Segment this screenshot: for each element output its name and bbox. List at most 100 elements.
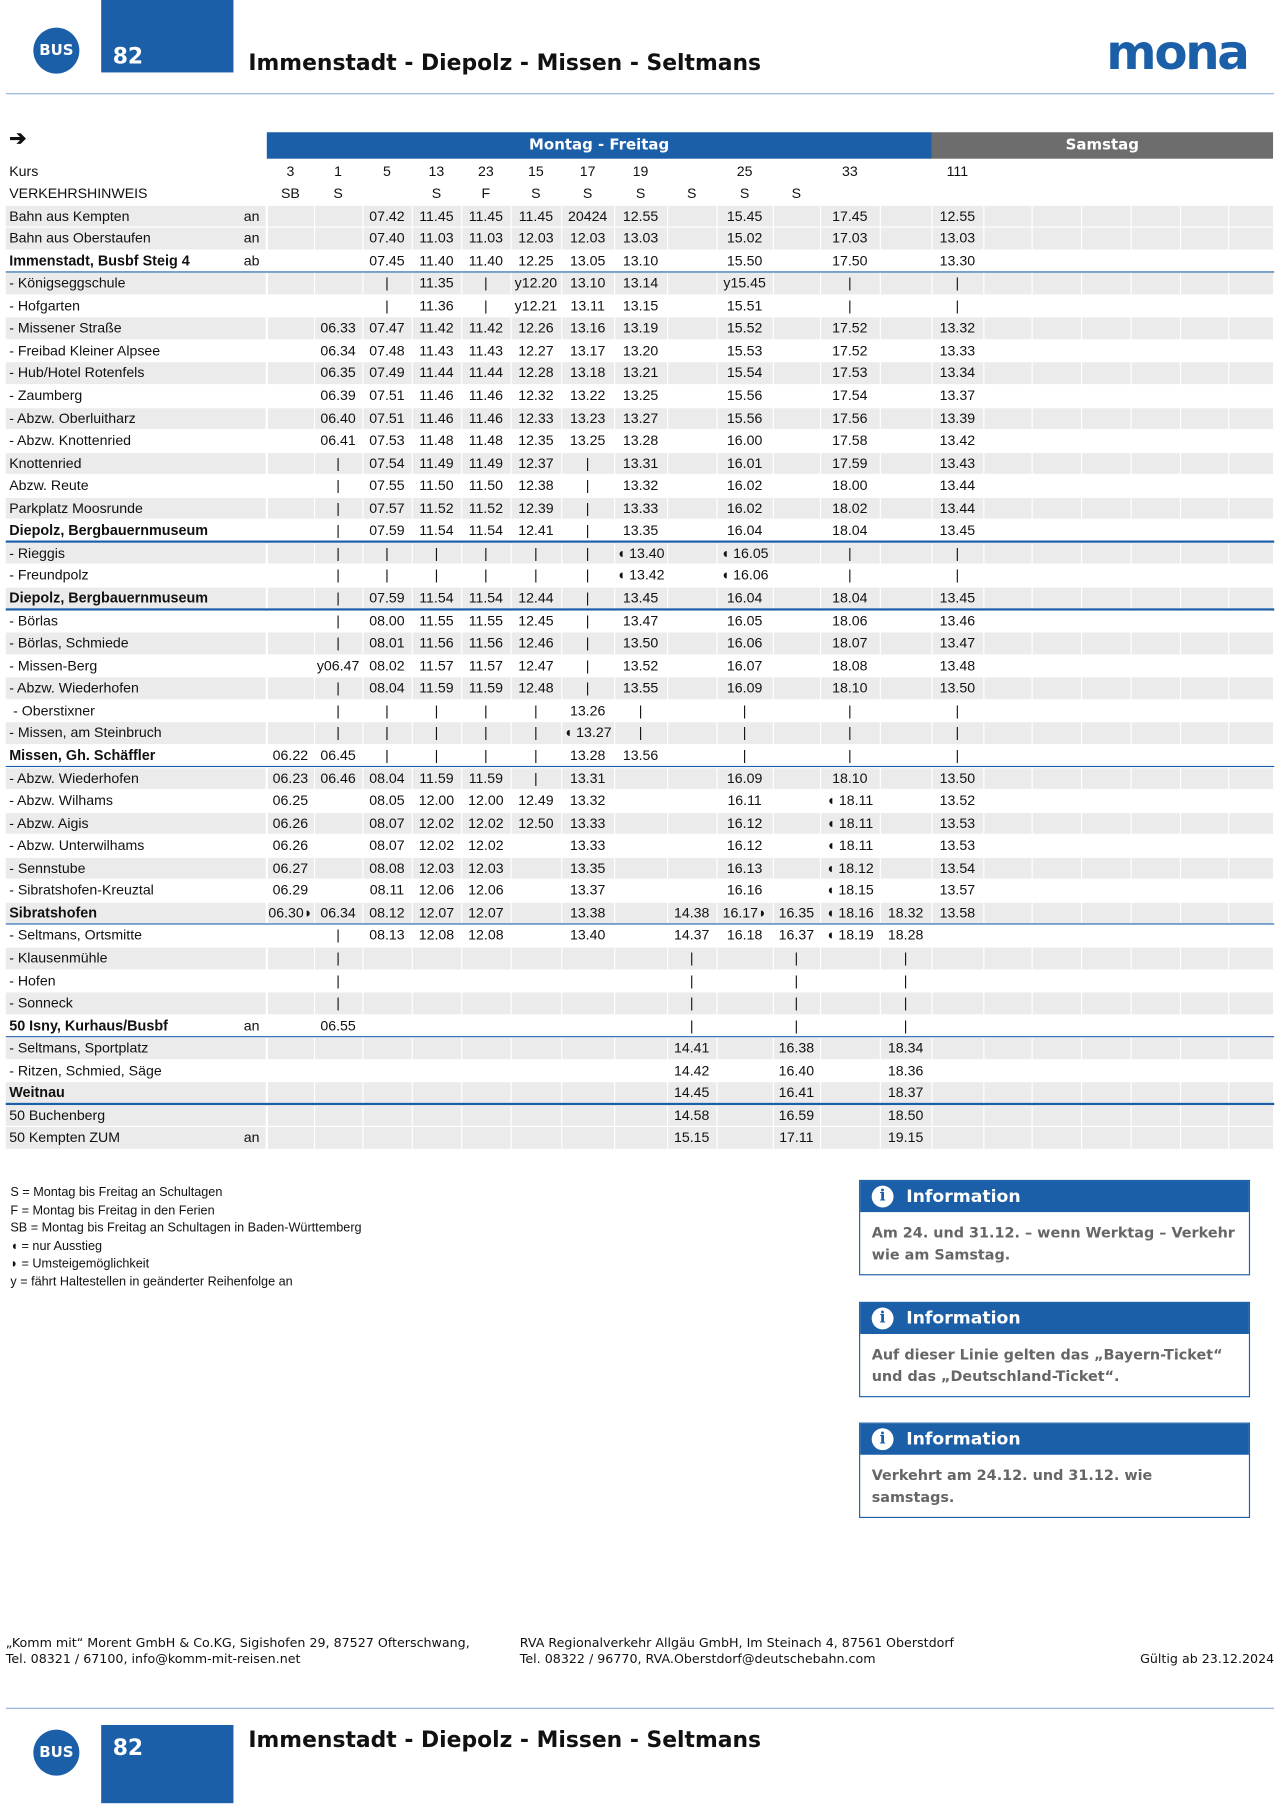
time-cell: 17.53	[832, 365, 868, 382]
time-cell: |	[434, 747, 439, 764]
cell-bg	[984, 362, 1032, 385]
cell-bg	[1229, 250, 1274, 272]
time-cell: ◖ 18.15	[825, 882, 874, 899]
time-cell: 08.05	[369, 792, 405, 809]
legend-item: y = fährt Haltestellen in geänderter Rei…	[10, 1275, 293, 1290]
cell-bg	[821, 857, 880, 879]
time-cell: |	[847, 297, 852, 314]
timetable-row: - Sibratshofen-Kreuztal 06.29 08.11 12.06 12…	[0, 880, 1280, 902]
cell-bg	[821, 340, 880, 362]
time-cell: 13.19	[622, 320, 659, 337]
cell-bg	[412, 362, 462, 385]
time-cell: 12.39	[518, 499, 554, 517]
info-title: i Information	[860, 1423, 1249, 1455]
stop-name: - Abzw. Unterwilhams	[9, 837, 145, 854]
cell-bg	[462, 362, 511, 385]
page-title: Immenstadt - Diepolz - Missen - Seltmans	[248, 1727, 762, 1753]
cell-bg	[615, 250, 667, 272]
cell-bg	[1032, 1127, 1081, 1149]
cell-bg	[1229, 857, 1274, 879]
cell-bg	[462, 790, 511, 812]
time-cell: 16.02	[726, 477, 763, 494]
timetable-row: - Rieggis | | | | | | ◖ 13.40 ◖ 16.05 | |	[0, 542, 1280, 565]
cell-bg	[615, 542, 667, 565]
time-cell: 06.23	[272, 769, 309, 787]
cell-bg	[821, 655, 880, 677]
cell-bg	[511, 767, 562, 789]
header-cell: S	[431, 185, 442, 202]
cell-bg	[668, 407, 717, 430]
cell-bg	[5, 700, 266, 722]
cell-bg	[462, 1037, 511, 1059]
time-cell: 17.56	[832, 410, 868, 427]
header-cell: 17	[579, 163, 596, 180]
cell-bg	[932, 745, 984, 767]
cell-bg	[511, 722, 562, 744]
cell-bg	[562, 947, 615, 969]
cell-bg	[1229, 272, 1274, 295]
cell-bg	[880, 250, 932, 272]
time-cell: 13.57	[939, 882, 976, 899]
cell-bg	[5, 722, 266, 744]
time-cell: |	[955, 724, 960, 742]
cell-bg	[1032, 610, 1081, 632]
cell-bg	[1082, 497, 1131, 520]
period-header: Samstag	[931, 132, 1274, 159]
time-cell: |	[847, 544, 852, 562]
cell-bg	[932, 1127, 984, 1149]
cell-bg	[821, 475, 880, 497]
cell-bg	[1181, 227, 1229, 250]
cell-bg	[880, 407, 932, 430]
cell-bg	[462, 475, 511, 497]
cell-bg	[668, 655, 717, 677]
time-cell: 17.59	[832, 455, 868, 472]
cell-bg	[1032, 565, 1081, 587]
cell-bg	[412, 1037, 462, 1059]
stop-name: - Abzw. Wiederhofen	[9, 679, 139, 697]
time-cell: 11.35	[419, 275, 454, 292]
stop-name: - Hofen	[9, 972, 56, 989]
cell-bg	[717, 610, 773, 632]
cell-bg	[821, 497, 880, 520]
cell-bg	[462, 497, 511, 520]
cell-bg	[1131, 1037, 1180, 1059]
cell-bg	[821, 430, 880, 452]
cell-bg	[363, 947, 412, 969]
cell-bg	[1082, 317, 1131, 340]
cell-bg	[363, 340, 412, 362]
time-cell: 18.10	[832, 679, 868, 697]
cell-bg	[5, 295, 266, 317]
cell-bg	[1032, 857, 1081, 879]
cell-bg	[363, 970, 412, 992]
cell-bg	[668, 632, 717, 654]
cell-bg	[1032, 227, 1081, 250]
time-cell: 13.31	[622, 455, 659, 472]
cell-bg	[932, 790, 984, 812]
time-cell: |	[585, 499, 590, 517]
cell-bg	[668, 790, 717, 812]
time-cell: 13.32	[569, 792, 606, 809]
cell-bg	[717, 295, 773, 317]
cell-bg	[984, 1127, 1032, 1149]
time-cell: |	[903, 949, 908, 966]
header-cell: 19	[632, 163, 649, 180]
section-line	[5, 540, 1275, 543]
cell-bg	[267, 250, 314, 272]
cell-bg	[562, 1082, 615, 1104]
cell-bg	[267, 790, 314, 812]
timetable-row: - Hofen | | | |	[0, 970, 1280, 992]
cell-bg	[1131, 880, 1180, 902]
cell-bg	[1032, 407, 1081, 430]
cell-bg	[615, 385, 667, 407]
cell-bg	[462, 610, 511, 632]
cell-bg	[1131, 317, 1180, 340]
cell-bg	[1082, 677, 1131, 699]
cell-bg	[932, 722, 984, 744]
time-cell: |	[336, 589, 340, 607]
cell-bg	[668, 250, 717, 272]
time-cell: 08.01	[369, 634, 405, 652]
cell-bg	[412, 385, 462, 407]
cell-bg	[615, 677, 667, 699]
time-cell: 12.38	[518, 477, 554, 494]
cell-bg	[717, 835, 773, 857]
